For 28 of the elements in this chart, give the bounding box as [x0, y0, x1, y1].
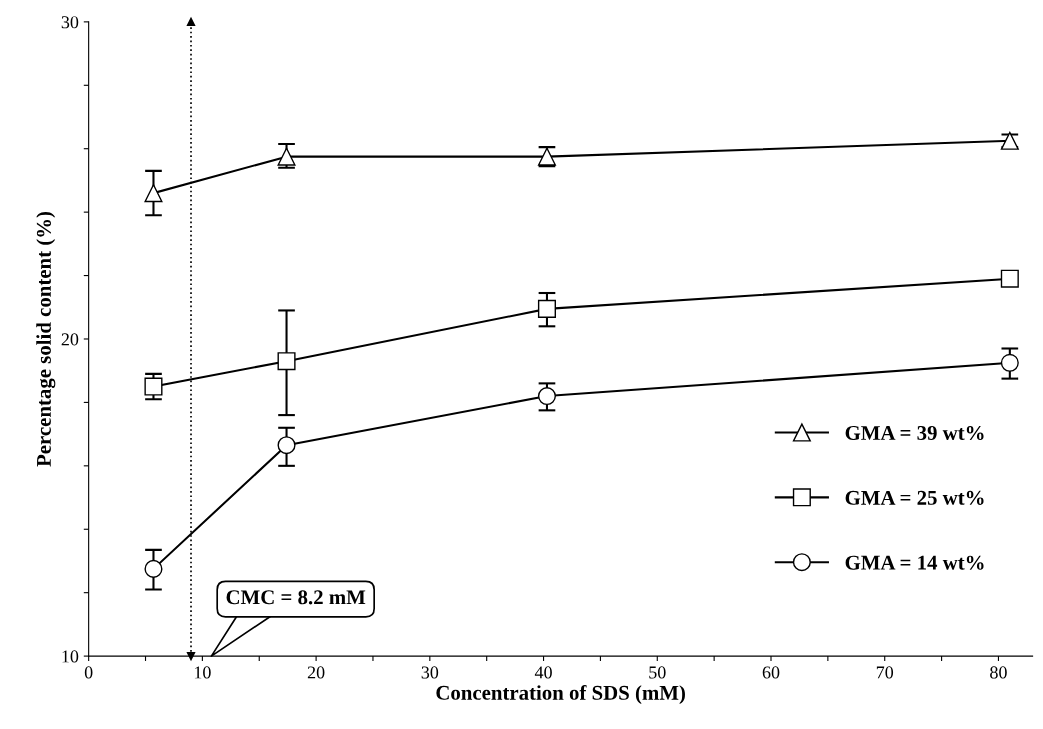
- x-tick-label: 10: [194, 666, 211, 679]
- legend-label: GMA = 14 wt%: [845, 555, 984, 570]
- y-tick-label: 20: [61, 333, 79, 346]
- x-tick-label: 70: [876, 666, 894, 679]
- point: [277, 436, 296, 455]
- point: [144, 377, 163, 396]
- x-axis-title: Concentration of SDS (mM): [436, 684, 685, 705]
- x-tick-label: 30: [421, 666, 439, 679]
- y-axis-title: Percentage solid content (%): [36, 211, 56, 467]
- x-tick-label: 40: [534, 666, 552, 679]
- point: [1000, 353, 1019, 372]
- legend-label: GMA = 25 wt%: [845, 490, 984, 505]
- x-tick-label: 0: [84, 666, 93, 679]
- x-tick-label: 50: [649, 666, 666, 679]
- legend-label: GMA = 39 wt%: [845, 425, 984, 441]
- x-tick-label: 20: [307, 666, 325, 679]
- point: [537, 299, 556, 318]
- point: [277, 147, 296, 166]
- point: [1000, 269, 1019, 288]
- point: [277, 352, 296, 371]
- x-tick-label: 80: [990, 666, 1007, 679]
- y-tick-label: 10: [62, 650, 79, 663]
- y-tick-label: 30: [61, 16, 79, 29]
- annotation: CMC = 8.2 mM: [226, 590, 366, 605]
- point: [144, 559, 163, 578]
- x-tick-label: 60: [762, 666, 780, 679]
- point: [144, 184, 163, 203]
- point: [537, 387, 556, 406]
